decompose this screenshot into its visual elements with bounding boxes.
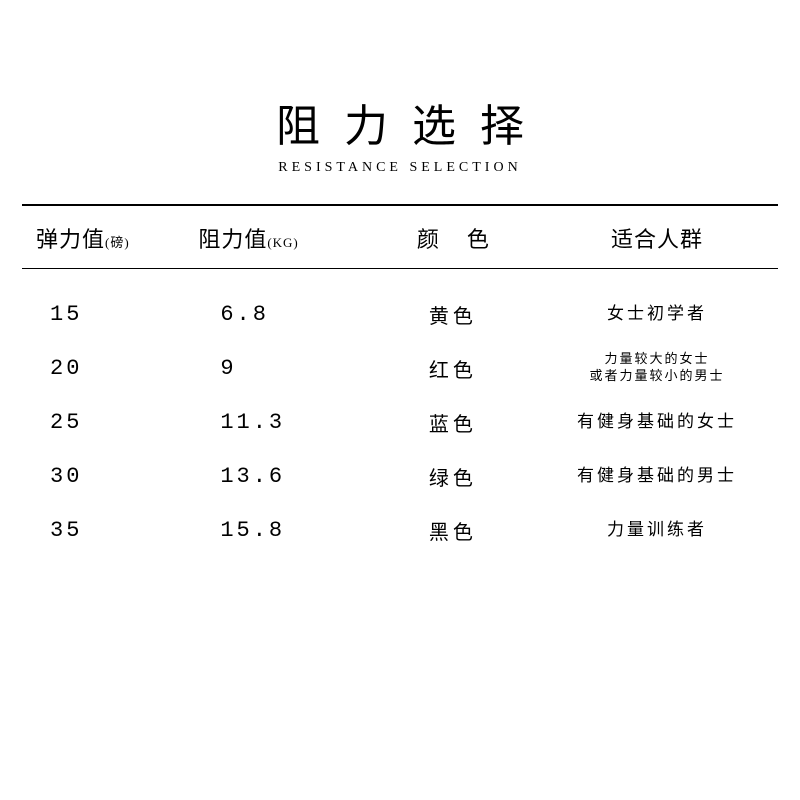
cell-target: 有健身基础的女士 [536, 411, 778, 432]
title-english: Resistance selection [0, 160, 800, 176]
cell-resistance: 6.8 [188, 302, 369, 327]
header-unit-elastic: (磅) [105, 235, 130, 250]
table-body: 156.8黄色女士初学者209红色力量较大的女士或者力量较小的男士2511.3蓝… [0, 269, 800, 557]
cell-color: 蓝色 [370, 408, 536, 437]
cell-color: 黑色 [370, 516, 536, 545]
cell-resistance: 15.8 [188, 518, 369, 543]
cell-elastic: 15 [22, 302, 188, 327]
table-row: 209红色力量较大的女士或者力量较小的男士 [22, 341, 778, 395]
header-col-resistance: 阻力值(KG) [188, 222, 369, 254]
page-container: 阻力选择 Resistance selection 弹力值(磅) 阻力值(KG)… [0, 0, 800, 557]
cell-resistance: 13.6 [188, 464, 369, 489]
table-row: 156.8黄色女士初学者 [22, 287, 778, 341]
table-row: 3515.8黑色力量训练者 [22, 503, 778, 557]
header-col-elastic: 弹力值(磅) [22, 222, 188, 254]
cell-elastic: 25 [22, 410, 188, 435]
table-row: 2511.3蓝色有健身基础的女士 [22, 395, 778, 449]
table-row: 3013.6绿色有健身基础的男士 [22, 449, 778, 503]
title-block: 阻力选择 Resistance selection [0, 90, 800, 176]
cell-color: 绿色 [370, 462, 536, 491]
header-label-target: 适合人群 [611, 227, 703, 252]
cell-target: 女士初学者 [536, 303, 778, 324]
cell-resistance: 11.3 [188, 410, 369, 435]
header-col-target: 适合人群 [536, 222, 778, 254]
cell-color: 黄色 [370, 300, 536, 329]
cell-elastic: 30 [22, 464, 188, 489]
header-label-color: 颜色 [389, 227, 517, 252]
title-chinese: 阻力选择 [0, 90, 800, 154]
cell-target: 力量较大的女士或者力量较小的男士 [536, 351, 778, 385]
header-label-elastic: 弹力值 [36, 227, 105, 252]
header-unit-resistance: (KG) [267, 235, 298, 250]
cell-color: 红色 [370, 354, 536, 383]
header-col-color: 颜色 [370, 222, 536, 254]
cell-elastic: 35 [22, 518, 188, 543]
cell-resistance: 9 [188, 356, 369, 381]
cell-target: 有健身基础的男士 [536, 465, 778, 486]
table-header-row: 弹力值(磅) 阻力值(KG) 颜色 适合人群 [0, 206, 800, 268]
cell-elastic: 20 [22, 356, 188, 381]
header-label-resistance: 阻力值 [198, 227, 267, 252]
cell-target: 力量训练者 [536, 519, 778, 540]
